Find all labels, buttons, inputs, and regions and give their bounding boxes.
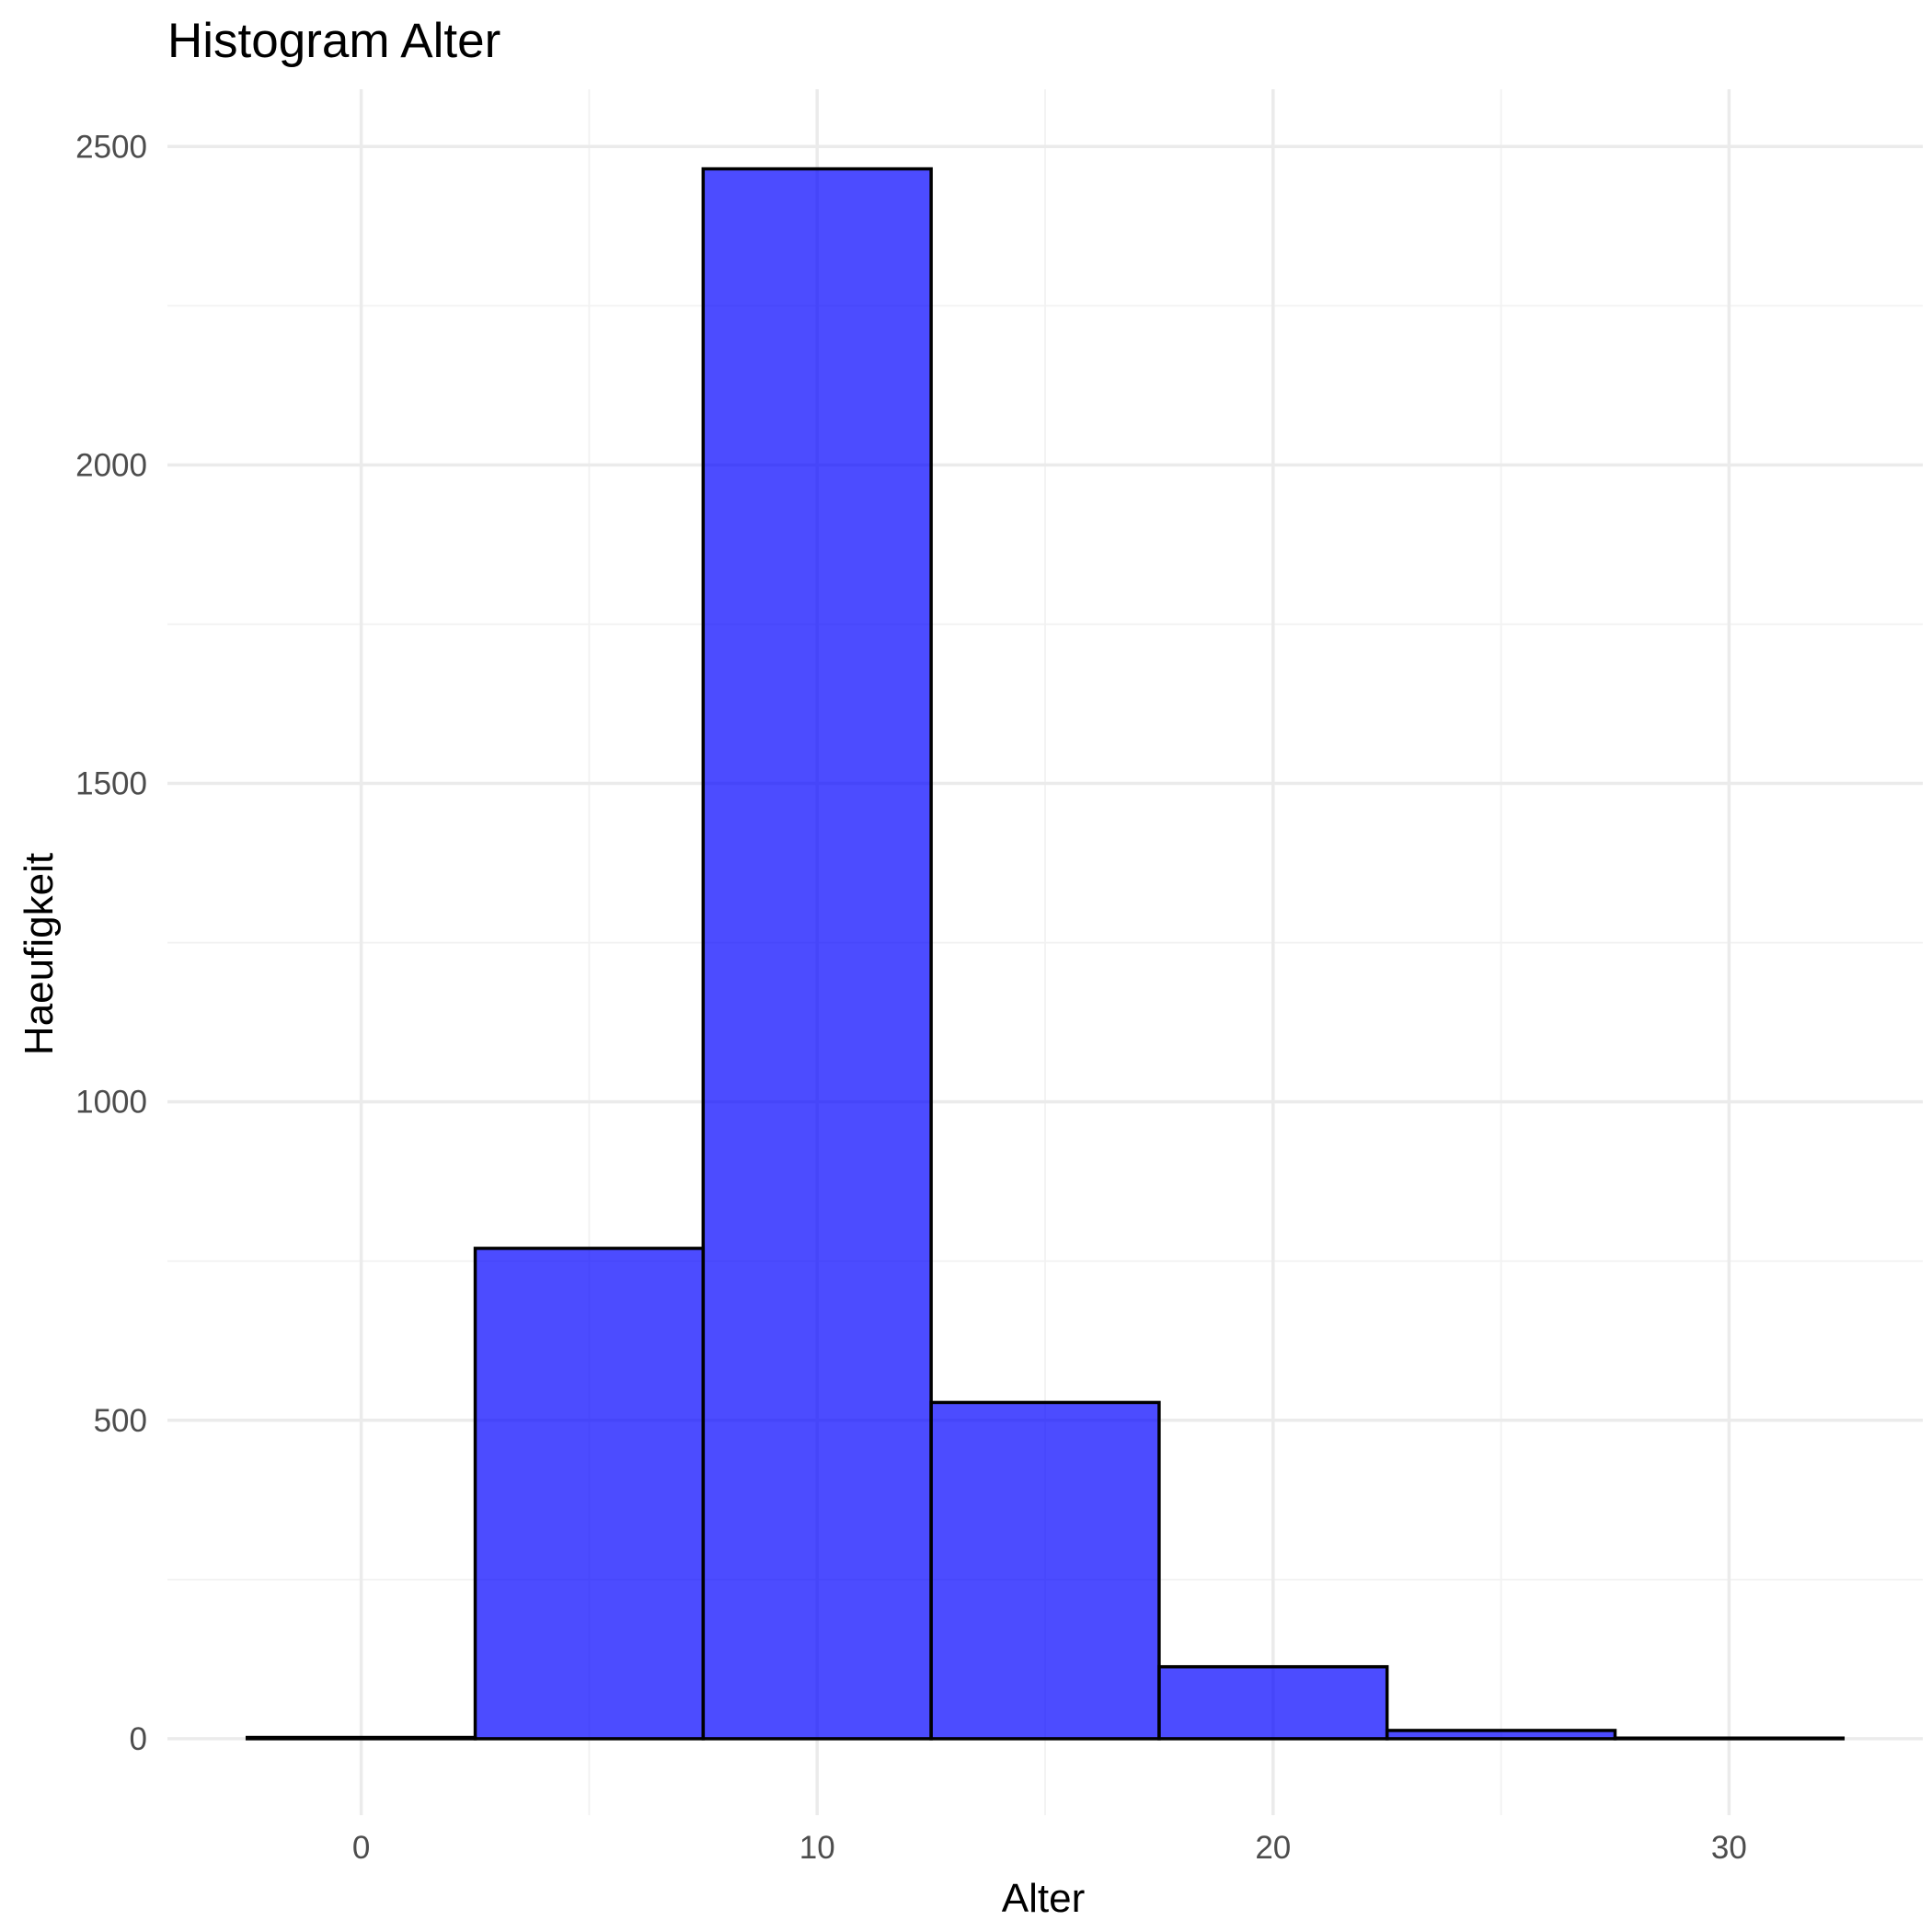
x-tick-label: 0 <box>352 1830 370 1866</box>
chart-title: Histogram Alter <box>167 14 500 68</box>
histogram-bar-5 <box>1385 1729 1617 1741</box>
tick-labels: 0 10 20 30 0 500 1000 1500 2000 2500 <box>75 129 1747 1866</box>
histogram-bar-0 <box>245 1735 477 1741</box>
histogram-bars <box>245 167 1846 1741</box>
x-tick-label: 20 <box>1255 1830 1291 1866</box>
y-axis-title: Haeufigkeit <box>17 853 62 1055</box>
x-tick-label: 10 <box>799 1830 835 1866</box>
x-axis-title: Alter <box>1002 1876 1085 1921</box>
histogram-bar-6 <box>1613 1736 1846 1741</box>
y-tick-label: 2000 <box>75 447 147 483</box>
x-tick-label: 30 <box>1711 1830 1747 1866</box>
y-tick-label: 2500 <box>75 129 147 165</box>
histogram-bar-3 <box>929 1400 1161 1741</box>
histogram-bar-4 <box>1157 1664 1389 1741</box>
y-tick-label: 500 <box>94 1403 147 1439</box>
histogram-bar-2 <box>701 167 933 1741</box>
y-tick-label: 1500 <box>75 766 147 802</box>
y-tick-label: 1000 <box>75 1085 147 1121</box>
histogram-bar-1 <box>473 1247 706 1741</box>
y-tick-label: 0 <box>130 1721 147 1757</box>
